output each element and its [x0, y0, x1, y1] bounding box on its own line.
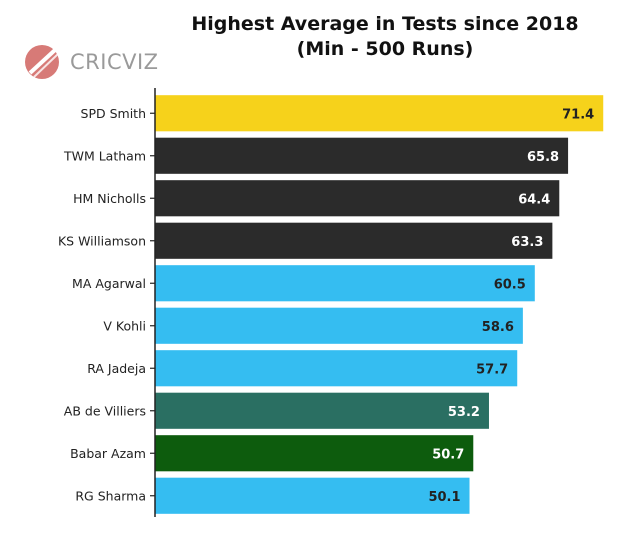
logo-text: CRICVIZ — [70, 50, 159, 74]
cricviz-logo: CRICVIZ — [22, 42, 182, 82]
category-label: RA Jadeja — [87, 361, 146, 376]
category-label: Babar Azam — [70, 446, 146, 461]
category-label: AB de Villiers — [64, 403, 146, 418]
bar — [155, 265, 535, 302]
chart-title: Highest Average in Tests since 2018 — [191, 13, 579, 35]
value-label: 50.1 — [428, 490, 460, 505]
value-label: 60.5 — [494, 277, 526, 292]
bar — [155, 392, 489, 429]
bar — [155, 180, 560, 217]
category-label: RG Sharma — [75, 488, 146, 503]
value-label: 63.3 — [511, 235, 543, 250]
value-label: 53.2 — [448, 405, 480, 420]
category-label: MA Agarwal — [72, 276, 146, 291]
value-label: 64.4 — [518, 192, 550, 207]
value-label: 50.7 — [432, 447, 464, 462]
category-label: KS Williamson — [58, 233, 146, 248]
category-label: HM Nicholls — [73, 191, 146, 206]
value-label: 57.7 — [476, 362, 508, 377]
category-label: V Kohli — [103, 318, 146, 333]
chart-title-block: Highest Average in Tests since 2018 (Min… — [150, 12, 620, 62]
bar — [155, 477, 470, 514]
bar — [155, 137, 569, 174]
value-label: 65.8 — [527, 150, 559, 165]
bar — [155, 95, 604, 132]
bar — [155, 307, 523, 344]
bar — [155, 222, 553, 259]
category-label: SPD Smith — [81, 106, 146, 121]
category-label: TWM Latham — [63, 148, 146, 163]
cricket-ball-logo-icon — [25, 45, 59, 79]
bar — [155, 435, 474, 472]
value-label: 58.6 — [482, 320, 514, 335]
bar — [155, 350, 518, 387]
value-label: 71.4 — [562, 107, 594, 122]
chart-subtitle: (Min - 500 Runs) — [296, 38, 474, 60]
